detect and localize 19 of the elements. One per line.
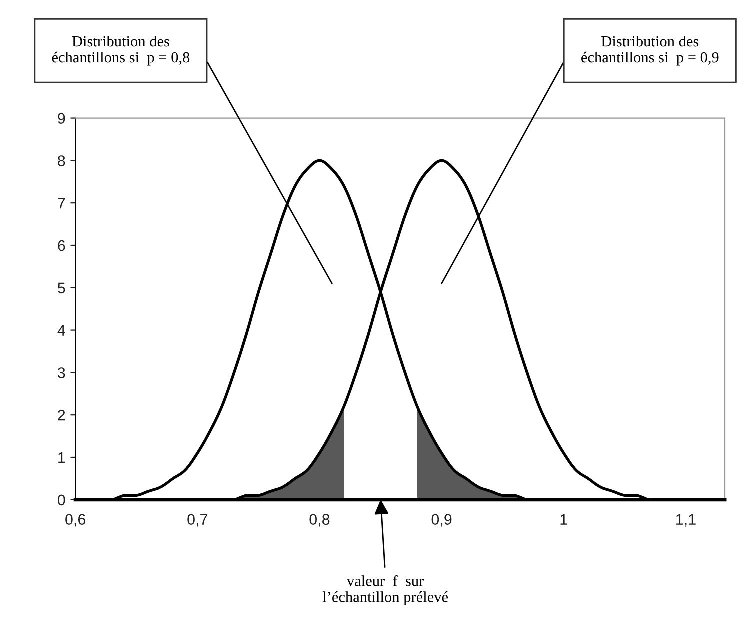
- y-tick-label: 2: [58, 410, 66, 421]
- y-tick-label: 0: [58, 494, 66, 506]
- text: Distribution des échantillons si p = 0,9: [582, 36, 719, 66]
- y-tick-label: 8: [58, 156, 66, 166]
- x-tick-label: 0,6: [66, 514, 86, 527]
- y-tick-label: 9: [58, 113, 66, 124]
- y-tick-label: 4: [58, 325, 66, 336]
- x-tick-label: 0,7: [188, 514, 208, 527]
- y-tick-label: 6: [58, 240, 66, 252]
- x-tick-label: 1,1: [676, 514, 696, 527]
- x-tick-label: 0,8: [310, 514, 330, 527]
- y-tick-label: 3: [58, 368, 66, 378]
- y-tick-label: 1: [58, 452, 66, 464]
- x-tick-label: 0,9: [432, 514, 452, 527]
- text: valeur f sur l’échantillon prélevé: [322, 575, 448, 606]
- y-tick-label: 5: [58, 282, 66, 294]
- text: Distribution des échantillons si p = 0,8: [52, 36, 190, 66]
- y-tick-label: 7: [58, 198, 66, 209]
- x-tick-label: 1: [560, 514, 568, 525]
